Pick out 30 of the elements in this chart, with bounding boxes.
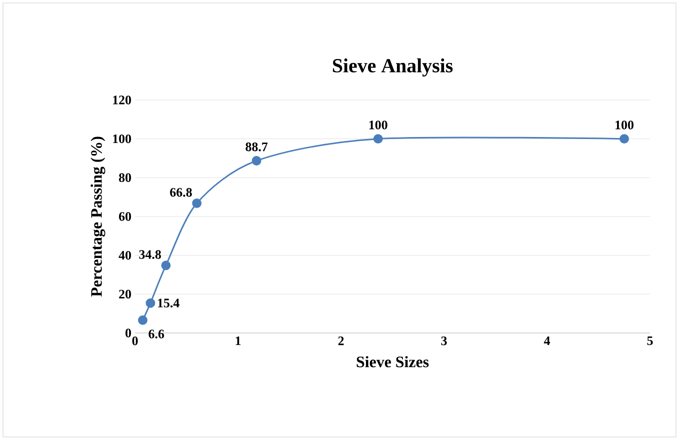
y-tick-label: 60 bbox=[118, 212, 131, 221]
point bbox=[252, 156, 262, 166]
point bbox=[373, 134, 383, 144]
data-label: 100 bbox=[369, 120, 388, 130]
y-tick-label: 120 bbox=[113, 96, 131, 104]
x-tick-label: 5 bbox=[647, 336, 653, 346]
x-tick-label: 0 bbox=[132, 336, 138, 346]
point bbox=[138, 315, 148, 325]
data-label: 66.8 bbox=[170, 188, 192, 197]
x-tick-label: 4 bbox=[544, 336, 550, 346]
x-tick-label: 1 bbox=[236, 336, 241, 346]
y-tick-label: 20 bbox=[119, 290, 131, 299]
y-tick-label: 0 bbox=[126, 328, 131, 338]
x-tick-label: 2 bbox=[338, 336, 344, 346]
point bbox=[620, 134, 629, 144]
y-axis-title: Percentage Passing (%) bbox=[90, 136, 106, 297]
data-label: 100 bbox=[616, 120, 634, 130]
y-tick-label: 80 bbox=[118, 173, 131, 182]
point bbox=[161, 260, 171, 270]
x-axis-title: Sieve Sizes bbox=[356, 356, 429, 368]
x-tick-label: 3 bbox=[441, 336, 447, 346]
data-label: 15.4 bbox=[158, 298, 180, 308]
data-label: 6.6 bbox=[148, 330, 164, 338]
data-label: 34.8 bbox=[139, 250, 161, 259]
y-tick-label: 40 bbox=[118, 250, 131, 260]
point bbox=[146, 298, 156, 308]
y-tick-label: 100 bbox=[113, 134, 131, 144]
data-label: 88.7 bbox=[246, 142, 268, 152]
chart-title: Sieve Analysis bbox=[332, 58, 453, 77]
point bbox=[192, 198, 202, 208]
